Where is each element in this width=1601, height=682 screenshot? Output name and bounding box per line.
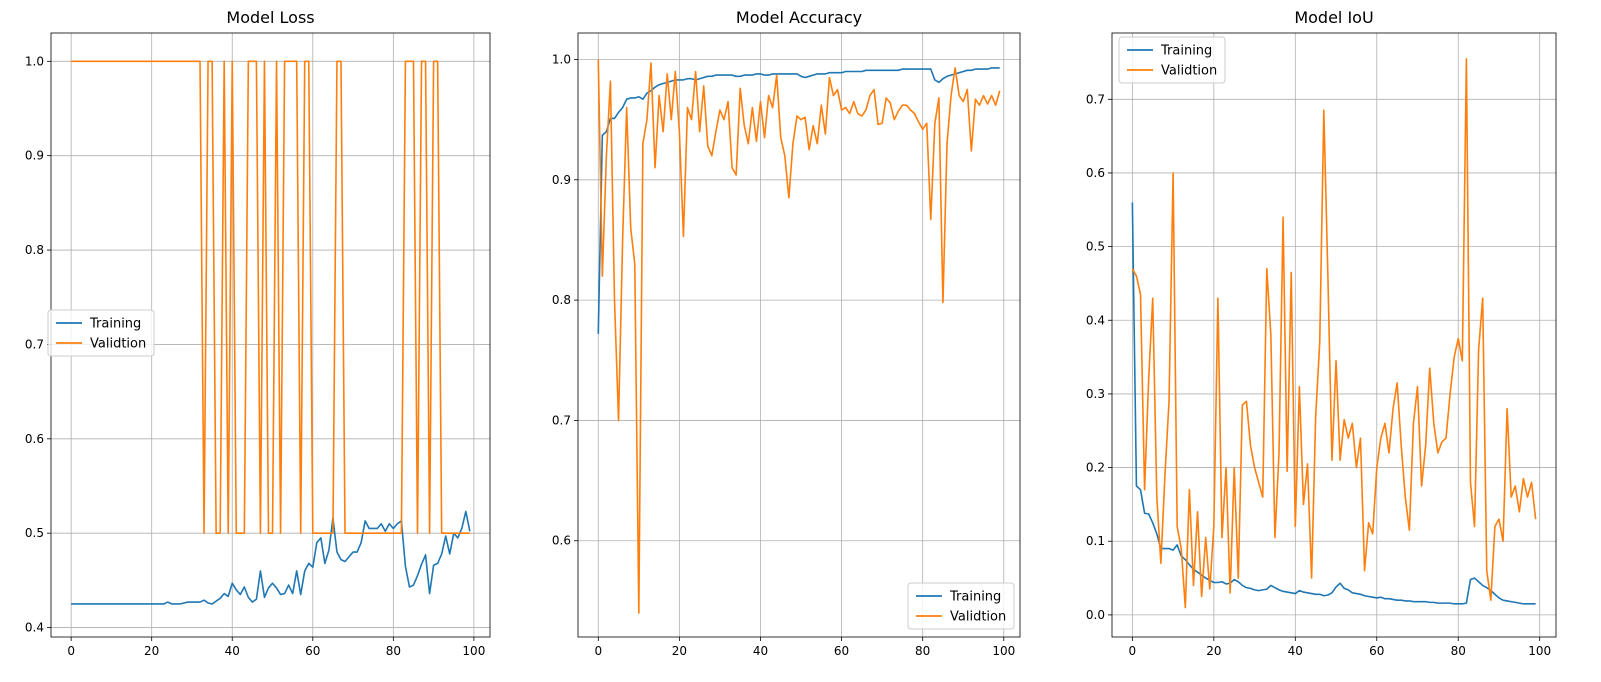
y-tick-label: 0.9 (552, 173, 571, 187)
legend-label-training: Training (89, 317, 141, 332)
y-tick-label: 0.5 (1086, 240, 1105, 254)
x-tick-label: 40 (225, 644, 240, 658)
y-tick-label: 0.7 (552, 413, 571, 427)
x-tick-label: 20 (144, 644, 159, 658)
y-tick-label: 0.6 (1086, 166, 1105, 180)
x-tick-label: 20 (1206, 644, 1221, 658)
chart-panel-1: 0 20 40 60 80 100 0.4 0.5 0.6 0.7 0.8 0.9 1.0 Model L… (25, 8, 491, 658)
y-tick-label: 0.3 (1086, 387, 1105, 401)
y-tick-label: 1.0 (25, 54, 44, 68)
plot-frame (1111, 32, 1557, 638)
legend: Training Validtion (1118, 36, 1226, 84)
x-tick-label: 0 (594, 644, 602, 658)
x-tick-label: 100 (992, 644, 1015, 658)
chart-title: Model IoU (1294, 8, 1373, 27)
x-tick-label: 60 (834, 644, 849, 658)
y-tick-label: 0.4 (1086, 313, 1105, 327)
y-tick-label: 0.8 (552, 293, 571, 307)
x-tick-label: 40 (1288, 644, 1303, 658)
legend-label-validtion: Validtion (1161, 64, 1217, 79)
x-tick-label: 60 (305, 644, 320, 658)
y-tick-label: 0.2 (1086, 461, 1105, 475)
y-tick-label: 0.5 (25, 526, 44, 540)
legend-label-validtion: Validtion (950, 610, 1006, 625)
series-line-validtion (597, 59, 1001, 614)
x-tick-label: 40 (753, 644, 768, 658)
y-tick-label: 0.9 (25, 149, 44, 163)
series-line-training (597, 67, 1000, 334)
chart-panel-2: 0 20 40 60 80 100 0.6 0.7 0.8 0.9 1.0 Model Accurac… (552, 8, 1021, 658)
x-tick-label: 80 (915, 644, 930, 658)
legend-box (907, 582, 1015, 630)
x-tick-label: 60 (1369, 644, 1384, 658)
series-line-training (1131, 202, 1536, 605)
legend-label-validtion: Validtion (90, 337, 146, 352)
y-tick-label: 0.6 (25, 432, 44, 446)
x-tick-label: 0 (67, 644, 75, 658)
x-tick-label: 100 (462, 644, 485, 658)
y-tick-label: 0.0 (1086, 608, 1105, 622)
series-line-validtion (71, 60, 470, 534)
x-tick-label: 0 (1129, 644, 1137, 658)
y-tick-label: 0.7 (25, 337, 44, 351)
x-tick-label: 100 (1528, 644, 1551, 658)
y-tick-label: 0.1 (1086, 534, 1105, 548)
y-tick-label: 0.6 (552, 534, 571, 548)
chart-title: Model Accuracy (736, 8, 862, 27)
plot-frame (577, 32, 1021, 638)
chart-title: Model Loss (226, 8, 314, 27)
legend-box (47, 309, 155, 357)
y-tick-label: 1.0 (552, 52, 571, 66)
legend-label-training: Training (1160, 44, 1212, 59)
legend: Training Validtion (907, 582, 1015, 630)
y-tick-label: 0.4 (25, 621, 44, 635)
series-line-training (71, 510, 471, 605)
x-tick-label: 20 (672, 644, 687, 658)
x-tick-label: 80 (1451, 644, 1466, 658)
legend-label-training: Training (949, 590, 1001, 605)
y-tick-label: 0.7 (1086, 92, 1105, 106)
legend-box (1118, 36, 1226, 84)
chart-panel-3: 0 20 40 60 80 100 0.0 0.1 0.2 0.3 0.4 0.5 0.6 0.7 Mode… (1086, 8, 1557, 658)
x-tick-label: 80 (386, 644, 401, 658)
series-line-validtion (1131, 57, 1537, 609)
y-tick-label: 0.8 (25, 243, 44, 257)
legend: Training Validtion (47, 309, 155, 357)
